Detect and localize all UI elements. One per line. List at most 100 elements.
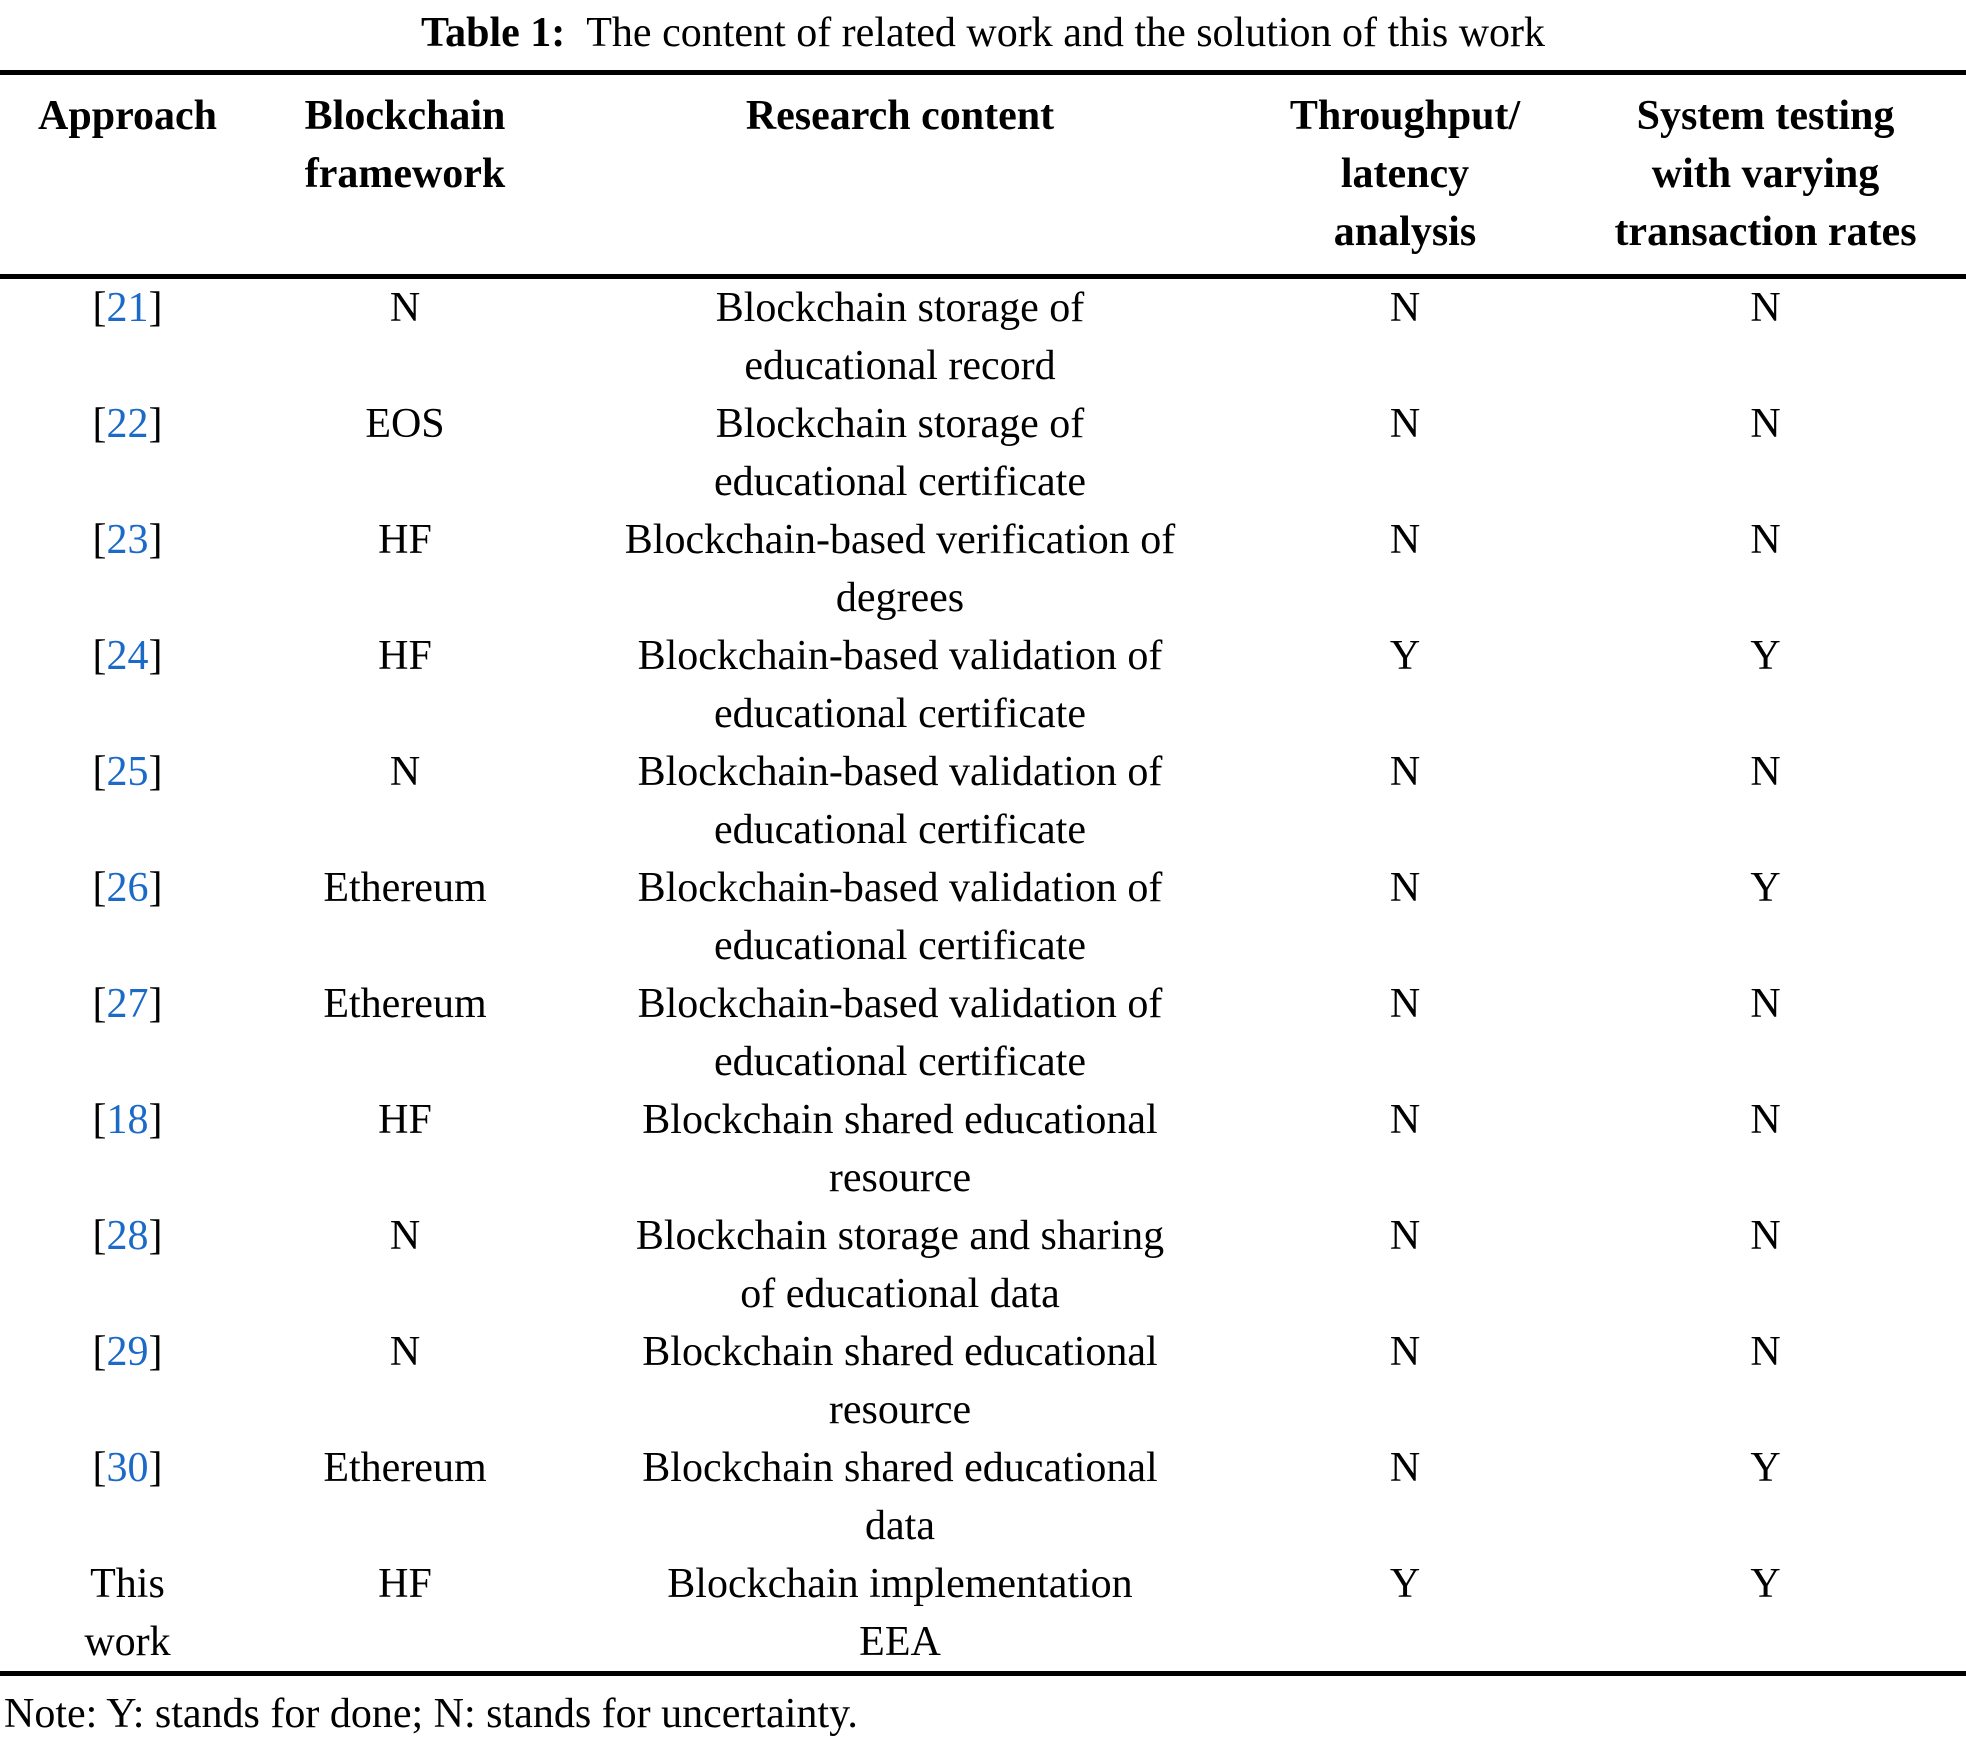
table-row: [21] N Blockchain storage of educational … [0,277,1966,396]
citation-number[interactable]: 29 [106,1329,149,1375]
research-content-line: Blockchain-based verification of [624,517,1176,563]
throughput-cell: N [1389,1097,1421,1143]
citation-number[interactable]: 24 [106,633,149,679]
testing-cell: N [1750,285,1781,331]
approach-cell: [26] [0,859,255,975]
throughput-cell: N [1389,981,1421,1027]
header-research-line: Research content [745,93,1055,139]
table-row: [27] Ethereum Blockchain-based validatio… [0,975,1966,1091]
citation-ref[interactable]: [26] [92,865,163,911]
throughput-cell: N [1389,1213,1421,1259]
header-framework-line-2: framework [304,151,506,197]
citation-number[interactable]: 25 [106,749,149,795]
approach-label-line: This [90,1561,165,1607]
research-content-line: Blockchain storage and sharing [635,1213,1165,1259]
citation-ref[interactable]: [30] [92,1445,163,1491]
framework-cell: N [389,749,421,795]
content-cell: Blockchain shared educational data [555,1439,1245,1555]
research-content-line: of educational data [740,1271,1060,1317]
testing-cell: Y [1750,1445,1781,1491]
citation-number[interactable]: 27 [106,981,149,1027]
approach-cell: [25] [0,743,255,859]
table-row: [24] HF Blockchain-based validation of ed… [0,627,1966,743]
testing-cell: N [1750,517,1781,563]
content-cell: Blockchain-based validation of educationa… [555,627,1245,743]
citation-ref[interactable]: [21] [92,285,163,331]
citation-ref[interactable]: [25] [92,749,163,795]
throughput-cell: N [1389,749,1421,795]
approach-cell: [22] [0,395,255,511]
research-content-line: Blockchain storage of [715,401,1085,447]
content-cell: Blockchain-based validation of educationa… [555,859,1245,975]
research-content-line: educational certificate [714,923,1086,969]
testing-cell: N [1750,401,1781,447]
header-framework-line-1: Blockchain [304,93,506,139]
citation-number[interactable]: 30 [106,1445,149,1491]
throughput-cell: Y [1389,1561,1421,1607]
approach-cell: [28] [0,1207,255,1323]
citation-ref[interactable]: [28] [92,1213,163,1259]
header-throughput-line-2: latency [1340,151,1470,197]
citation-number[interactable]: 21 [106,285,149,331]
testing-cell: N [1750,1213,1781,1259]
citation-number[interactable]: 22 [106,401,149,447]
research-content-line: data [865,1503,935,1549]
approach-cell: [21] [0,277,255,396]
citation-ref[interactable]: [24] [92,633,163,679]
header-research-content: Research content [555,72,1245,279]
framework-cell: Ethereum [323,981,487,1027]
citation-ref[interactable]: [29] [92,1329,163,1375]
testing-cell: N [1750,749,1781,795]
content-cell: Blockchain-based validation of educationa… [555,975,1245,1091]
framework-cell: Ethereum [323,865,487,911]
header-approach: Approach [0,72,255,279]
testing-cell: Y [1750,865,1781,911]
testing-cell: N [1750,1329,1781,1375]
throughput-cell: N [1389,285,1421,331]
throughput-cell: N [1389,1445,1421,1491]
research-content-line: Blockchain-based validation of [637,981,1163,1027]
table-row: [18] HF Blockchain shared educational res… [0,1091,1966,1207]
content-cell: Blockchain-based validation of educationa… [555,743,1245,859]
table-row: [30] Ethereum Blockchain shared educatio… [0,1439,1966,1555]
research-content-line: Blockchain-based validation of [637,633,1163,679]
citation-number[interactable]: 28 [106,1213,149,1259]
research-content-line: degrees [835,575,965,621]
header-throughput-line-3: analysis [1333,209,1477,255]
throughput-cell: N [1389,1329,1421,1375]
content-cell: Blockchain implementation EEA [555,1555,1245,1674]
header-system-testing: System testing with varying transaction … [1565,72,1966,279]
throughput-cell: N [1389,865,1421,911]
framework-cell: Ethereum [323,1445,487,1491]
approach-cell: [27] [0,975,255,1091]
framework-cell: N [389,285,421,331]
header-throughput-latency: Throughput/ latency analysis [1245,72,1565,279]
header-testing-line-1: System testing [1636,93,1895,139]
testing-cell: N [1750,1097,1781,1143]
research-content-line: Blockchain storage of [715,285,1085,331]
table-caption-text: The content of related work and the solu… [586,10,1546,56]
content-cell: Blockchain shared educational resource [555,1323,1245,1439]
research-content-line: resource [828,1155,972,1201]
citation-number[interactable]: 23 [106,517,149,563]
header-testing-line-2: with varying [1651,151,1880,197]
header-throughput-line-1: Throughput/ [1289,93,1521,139]
citation-ref[interactable]: [22] [92,401,163,447]
table-caption: Table 1: The content of related work and… [0,0,1966,70]
citation-number[interactable]: 26 [106,865,149,911]
citation-ref[interactable]: [23] [92,517,163,563]
research-content-line: Blockchain-based validation of [637,865,1163,911]
citation-number[interactable]: 18 [106,1097,149,1143]
research-content-line: Blockchain shared educational [642,1097,1158,1143]
research-content-line: educational record [744,343,1056,389]
research-content-line: Blockchain implementation [667,1561,1133,1607]
research-content-line: educational certificate [714,807,1086,853]
content-cell: Blockchain shared educational resource [555,1091,1245,1207]
citation-ref[interactable]: [27] [92,981,163,1027]
header-row: Approach Blockchain framework Research c… [0,72,1966,279]
table-caption-label: Table 1: [420,10,566,56]
throughput-cell: Y [1389,633,1421,679]
testing-cell: Y [1750,1561,1781,1607]
table-row: [26] Ethereum Blockchain-based validatio… [0,859,1966,975]
citation-ref[interactable]: [18] [92,1097,163,1143]
